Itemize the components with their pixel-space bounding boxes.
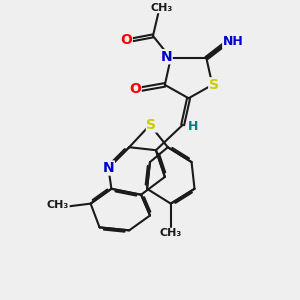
Text: N: N: [103, 161, 114, 175]
Text: O: O: [129, 82, 141, 96]
Text: S: S: [146, 118, 157, 132]
Text: CH₃: CH₃: [160, 228, 182, 238]
Text: N: N: [160, 50, 172, 64]
Text: S: S: [209, 78, 219, 92]
Text: NH: NH: [223, 35, 244, 48]
Text: O: O: [120, 33, 132, 47]
Text: CH₃: CH₃: [151, 3, 173, 13]
Text: H: H: [188, 120, 198, 133]
Text: CH₃: CH₃: [47, 200, 69, 210]
